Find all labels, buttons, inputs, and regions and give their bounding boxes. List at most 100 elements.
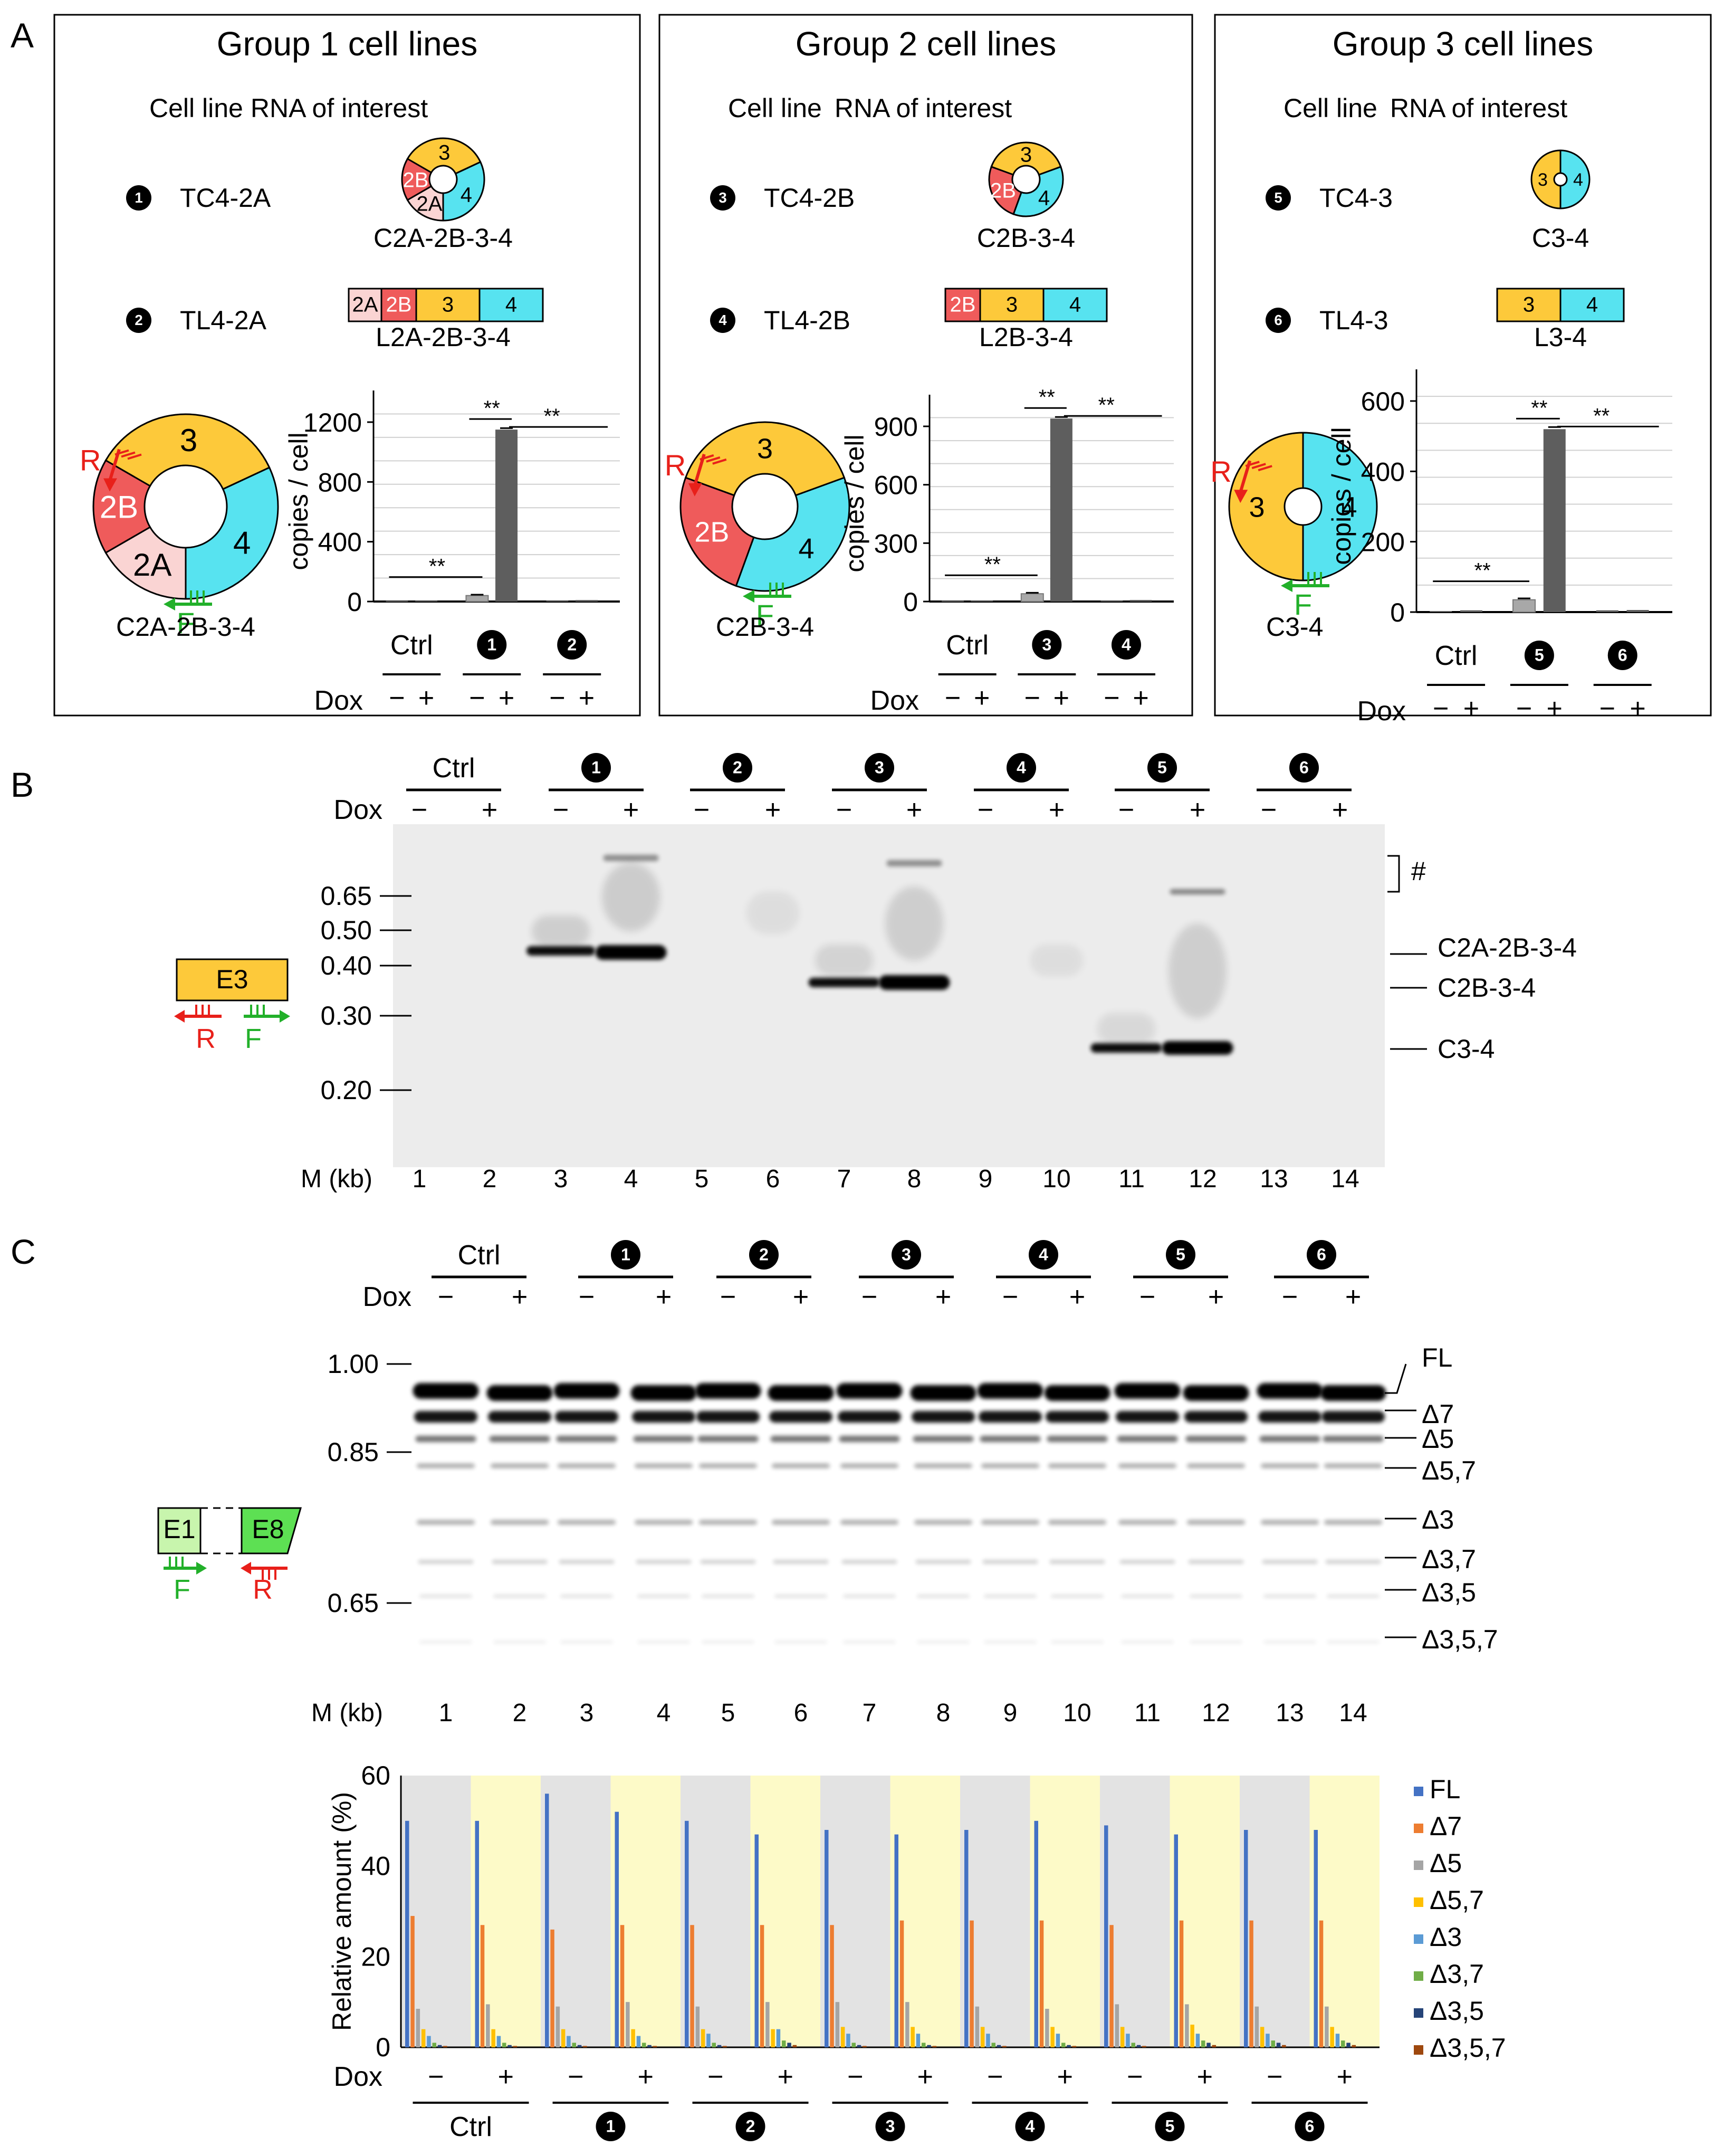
- dox-plus: +: [1630, 693, 1645, 724]
- gel-b-band-label: C2A-2B-3-4: [1438, 933, 1577, 962]
- gel-c-lane-numbers: 1 2 3 4 5 6 7 8 9 10 11 12 13 14: [439, 1699, 1367, 1727]
- bar-Δ3: [496, 2036, 501, 2047]
- bar-Δ3,5: [437, 2045, 442, 2047]
- big-circrna-0-label-2A: 2A: [133, 547, 171, 583]
- bar-Δ3,5: [717, 2045, 722, 2047]
- bar-Δ3,5: [1206, 2043, 1211, 2047]
- gel-c-header-plus: +: [793, 1282, 809, 1312]
- bar-Δ3: [776, 2029, 781, 2047]
- band-delta3-5-7: [1121, 1640, 1174, 1644]
- panel-c-label: C: [11, 1232, 36, 1271]
- bar-FL: [475, 1820, 479, 2047]
- linear-seg-3: [415, 288, 481, 322]
- bar-Δ5,7: [1190, 2025, 1194, 2047]
- bar-FL: [405, 1820, 409, 2047]
- bar-Δ3,5,7: [792, 2045, 797, 2047]
- e1-f-arrow: [196, 1562, 207, 1575]
- small-circrna-0-seg-4: [442, 161, 485, 222]
- band-delta7: [912, 1411, 975, 1423]
- smear: [815, 945, 873, 976]
- copies-bar: [465, 595, 489, 602]
- big-primers-0-r-tick: [114, 449, 129, 456]
- bar-Δ7: [1039, 1920, 1044, 2047]
- bar-Δ5: [975, 2006, 980, 2047]
- smear: [532, 915, 590, 947]
- sig-stars: **: [1531, 396, 1547, 419]
- bar-Δ3: [636, 2036, 641, 2047]
- bar-Δ5: [695, 2006, 700, 2047]
- big-primers-0-r-tick: [121, 451, 136, 458]
- group-label-badge-5-circle: [1155, 2112, 1185, 2141]
- bar-Δ5,7: [1120, 2027, 1125, 2047]
- band-c2a-2b-3-4: [595, 945, 667, 960]
- gel-b-band-labels: C2A-2B-3-4 C2B-3-4 C3-4 #: [1387, 855, 1577, 1064]
- band-delta3-5: [1190, 1595, 1242, 1598]
- big-primers-2-f-text: F: [1294, 588, 1312, 621]
- band-delta3-5-7: [843, 1640, 896, 1644]
- y-tick-label: 0: [903, 587, 918, 617]
- gel-c-header-minus: −: [720, 1282, 736, 1312]
- big-primers-0-r-text: R: [80, 444, 101, 477]
- linear-seg-2A: [348, 288, 382, 322]
- copies-bar: [1050, 418, 1072, 602]
- sig-stars: **: [1474, 559, 1491, 583]
- y-tick-label: 900: [874, 412, 918, 442]
- gel-c-lane-number: 13: [1276, 1699, 1304, 1727]
- small-circrna-1-label-3: 3: [1020, 143, 1032, 166]
- gel-c-marker-label: 0.85: [328, 1437, 379, 1467]
- big-circrna-0-label-4: 4: [233, 526, 251, 561]
- circ-rna-name: C3-4: [1532, 223, 1589, 253]
- bar-Δ3: [986, 2034, 990, 2047]
- bar-Δ5,7: [771, 2029, 775, 2047]
- linear-seg-4: [1559, 288, 1625, 322]
- gel-b-header-badge-6: 6: [1299, 758, 1309, 777]
- bar-Δ3,7: [642, 2043, 646, 2047]
- e1-box: [157, 1507, 202, 1554]
- bar-Δ5,7: [980, 2027, 985, 2047]
- big-circrna-name: C2A-2B-3-4: [116, 612, 255, 642]
- e8-label: E8: [252, 1514, 284, 1544]
- band-delta3-5-7: [560, 1640, 613, 1644]
- band-delta5: [839, 1436, 900, 1442]
- bar-Δ3: [1335, 2034, 1340, 2047]
- dox-minus: −: [568, 2062, 583, 2092]
- dox-minus: −: [469, 683, 485, 713]
- dox-plus: +: [579, 683, 595, 713]
- smear: [1169, 923, 1227, 1018]
- dox-label: Dox: [870, 685, 919, 716]
- bar-Δ7: [1179, 1920, 1184, 2047]
- gel-c-header-badge-6-circle: [1307, 1240, 1336, 1270]
- band-delta3-7: [636, 1560, 692, 1564]
- gel-b-header-badge-4: 4: [1017, 758, 1026, 777]
- cell-line-badge-1-circle: [126, 185, 151, 211]
- gel-c-header-minus: −: [438, 1282, 454, 1312]
- bar-Δ5: [486, 2004, 490, 2047]
- big-primers-0-r-arrow: [103, 478, 117, 492]
- gel-c-lane-number: 5: [721, 1699, 735, 1727]
- gel-b-marker-label: 0.30: [321, 1001, 372, 1031]
- gel-b-header-plus: +: [1049, 795, 1065, 825]
- gel-c-header-ctrl: Ctrl: [458, 1240, 501, 1271]
- copies-bar: [1596, 610, 1618, 612]
- bar-Δ5,7: [1260, 2027, 1265, 2047]
- bar-Δ7: [760, 1925, 764, 2047]
- band-delta3-5: [1327, 1595, 1380, 1598]
- big-circrna-2-seg-4: [1302, 432, 1378, 581]
- cell-line-badge-2: 2: [135, 312, 142, 328]
- band-delta3-5: [774, 1595, 827, 1598]
- group-label-badge-3: 3: [886, 2117, 895, 2136]
- e3-box: [176, 958, 289, 1001]
- band-delta5-7: [1118, 1463, 1176, 1468]
- bar-Δ3,5: [1067, 2045, 1071, 2047]
- bar-Δ3,5: [1136, 2045, 1141, 2047]
- big-circrna-0-seg-2A: [104, 526, 187, 600]
- linear-seg-label-3: 3: [1006, 293, 1018, 316]
- gel-c-header-badge-3-circle: [892, 1240, 921, 1270]
- gel-c-lane-number: 7: [863, 1699, 877, 1727]
- band-delta3-5-7: [637, 1640, 690, 1644]
- small-circrna-2-label-3: 3: [1538, 170, 1548, 190]
- band-delta3-5-7: [1263, 1640, 1316, 1644]
- band-delta3-7: [1049, 1560, 1105, 1564]
